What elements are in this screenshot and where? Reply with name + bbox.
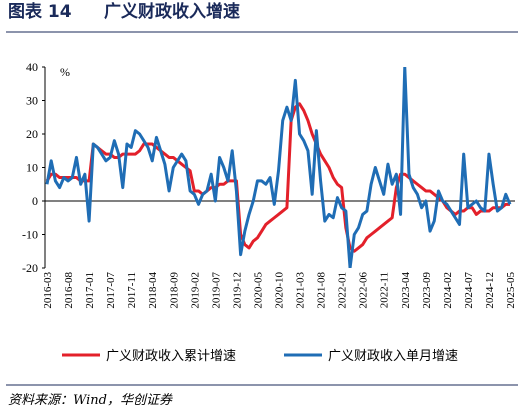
x-tick-label: 2016-08 xyxy=(63,272,75,309)
x-tick-label: 2019-07 xyxy=(210,272,222,309)
y-tick-label: 10 xyxy=(26,161,38,175)
x-tick-label: 2024-12 xyxy=(484,272,496,309)
x-tick-label: 2022-06 xyxy=(358,272,370,309)
y-tick-label: 20 xyxy=(26,127,38,141)
y-tick-label: 0 xyxy=(32,194,38,208)
legend-label: 广义财政收入单月增速 xyxy=(328,349,458,364)
x-tick-label: 2018-04 xyxy=(147,272,159,309)
x-tick-label: 2023-09 xyxy=(421,272,433,309)
x-tick-label: 2017-11 xyxy=(126,272,138,308)
series-line xyxy=(45,102,510,253)
x-tick-label: 2018-09 xyxy=(168,272,180,309)
chart-title: 广义财政收入增速 xyxy=(104,1,240,22)
x-tick-label: 2024-07 xyxy=(463,272,475,309)
x-tick-label: 2020-10 xyxy=(274,272,286,309)
plot-area xyxy=(45,67,512,268)
series-line xyxy=(45,67,512,268)
x-tick-label: 2021-08 xyxy=(316,272,328,309)
x-tick-label: 2017-01 xyxy=(84,272,96,309)
x-tick-label: 2019-12 xyxy=(231,272,243,309)
x-tick-label: 2022-01 xyxy=(337,272,349,309)
x-tick-label: 2025-05 xyxy=(505,272,517,309)
x-tick-label: 2023-04 xyxy=(400,272,412,309)
x-tick-label: 2016-03 xyxy=(42,272,54,309)
x-tick-label: 2017-07 xyxy=(105,272,117,309)
source: 资料来源：Wind，华创证券 xyxy=(8,393,173,408)
y-unit: % xyxy=(60,65,70,79)
y-tick-label: -10 xyxy=(22,228,38,242)
y-tick-label: 40 xyxy=(26,60,38,74)
x-tick-label: 2020-05 xyxy=(252,272,264,309)
x-tick-label: 2024-02 xyxy=(442,272,454,309)
x-tick-label: 2021-03 xyxy=(295,272,307,309)
x-tick-label: 2022-11 xyxy=(379,272,391,308)
legend-label: 广义财政收入累计增速 xyxy=(106,349,236,364)
y-tick-label: 30 xyxy=(26,94,38,108)
x-tick-label: 2019-02 xyxy=(189,272,201,309)
y-tick-label: -20 xyxy=(22,261,38,275)
figure-label: 图表 14 xyxy=(8,1,72,22)
